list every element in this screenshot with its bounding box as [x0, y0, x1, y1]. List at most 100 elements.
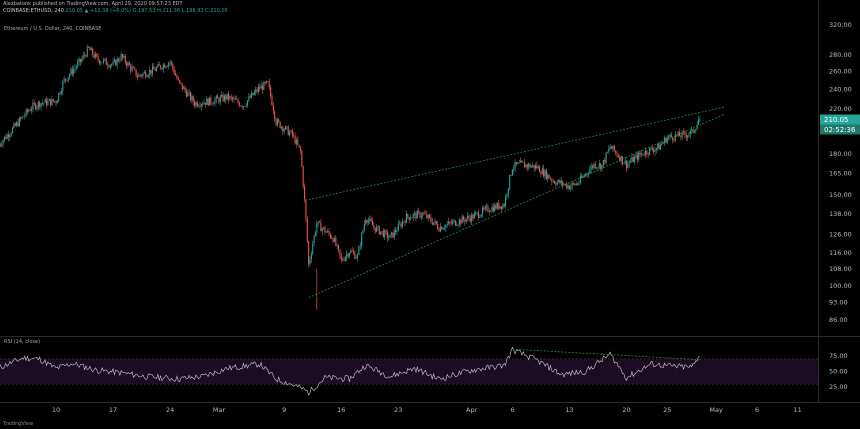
candle-body	[449, 221, 451, 223]
candle-body	[213, 103, 215, 105]
candle-body	[473, 213, 475, 219]
candle-body	[102, 59, 105, 63]
candle-body	[249, 96, 251, 98]
candle-body	[108, 65, 110, 68]
candle-body	[200, 104, 202, 107]
candle-body	[0, 144, 1, 146]
rsi-line-group	[0, 346, 700, 396]
candle-body	[120, 54, 122, 61]
candle-body	[260, 85, 262, 89]
price-tick-label: 116.00	[829, 249, 852, 257]
candle-body	[109, 65, 111, 68]
candle-body	[268, 81, 270, 88]
candle-body	[26, 109, 29, 112]
candle-body	[331, 237, 333, 239]
candle-body	[229, 96, 231, 100]
candle-body	[371, 221, 374, 226]
candle-body	[275, 119, 277, 125]
candle-body	[246, 100, 249, 106]
candle-body	[655, 147, 657, 150]
candle-body	[423, 212, 425, 214]
candle-body	[593, 163, 595, 168]
candle-body	[672, 136, 674, 140]
candle-body	[428, 214, 431, 218]
time-tick-label: 16	[337, 406, 345, 414]
candle-body	[373, 225, 375, 228]
candle-body	[280, 126, 283, 129]
candle-body	[484, 206, 486, 210]
candle-body	[454, 220, 456, 226]
candle-body	[286, 126, 288, 127]
candle-body	[426, 213, 428, 219]
candle-body	[558, 180, 560, 183]
candle-body	[339, 249, 341, 256]
candle-body	[616, 152, 618, 156]
candle-body	[327, 230, 329, 232]
candle-body	[150, 70, 152, 74]
candle-body	[594, 163, 596, 168]
candle-body	[177, 78, 179, 80]
candle-body	[71, 69, 73, 74]
candle-body	[475, 212, 477, 214]
candle-body	[257, 87, 259, 92]
candle-body	[24, 115, 26, 117]
candle-body	[92, 48, 94, 55]
candle-body	[399, 223, 401, 225]
candle-body	[567, 185, 569, 189]
candle-body	[464, 219, 466, 222]
candle-body	[295, 139, 297, 144]
candle-body	[157, 64, 159, 68]
candle-body	[525, 164, 527, 168]
candle-body	[597, 167, 599, 168]
candle-body	[58, 92, 60, 101]
candle-body	[54, 101, 56, 102]
candle-body	[40, 103, 42, 108]
candle-body	[400, 223, 402, 227]
candle-body	[605, 152, 607, 163]
candle-body	[653, 150, 655, 152]
candle-body	[161, 68, 163, 70]
candle-body	[380, 231, 382, 235]
tradingview-footer: TradingView	[3, 421, 34, 427]
candle-body	[661, 143, 663, 145]
candle-body	[651, 147, 653, 151]
candle-body	[586, 173, 588, 175]
candle-body	[613, 145, 615, 151]
candle-body	[176, 75, 178, 79]
candle-body	[94, 53, 96, 58]
candle-body	[10, 133, 12, 136]
candle-body	[170, 61, 173, 64]
candle-body	[395, 230, 397, 232]
candle-body	[445, 224, 447, 229]
candle-body	[56, 100, 58, 104]
candle-body	[126, 62, 128, 66]
candle-body	[105, 58, 107, 65]
candle-body	[582, 176, 584, 178]
candle-body	[611, 146, 613, 149]
candle-body	[271, 96, 273, 106]
candle-body	[3, 136, 5, 141]
candle-body	[407, 213, 409, 218]
candle-body	[658, 143, 660, 150]
candle-body	[219, 96, 221, 103]
candle-body	[401, 221, 403, 227]
candle-body	[624, 160, 626, 164]
candle-body	[500, 206, 503, 209]
candle-body	[441, 226, 443, 230]
candle-body	[638, 152, 640, 160]
candle-body	[7, 134, 10, 138]
candle-body	[267, 81, 269, 82]
candle-body	[168, 62, 170, 67]
candle-body	[579, 176, 581, 183]
candle-body	[225, 95, 227, 100]
candle-body	[377, 226, 379, 227]
candle-body	[515, 162, 518, 165]
candle-body	[199, 105, 201, 107]
candle-body	[37, 101, 39, 107]
price-tick-label: 180.00	[829, 150, 852, 158]
candle-body	[86, 46, 88, 57]
candle-body	[223, 95, 225, 101]
candle-body	[196, 102, 198, 107]
candle-body	[644, 150, 647, 156]
